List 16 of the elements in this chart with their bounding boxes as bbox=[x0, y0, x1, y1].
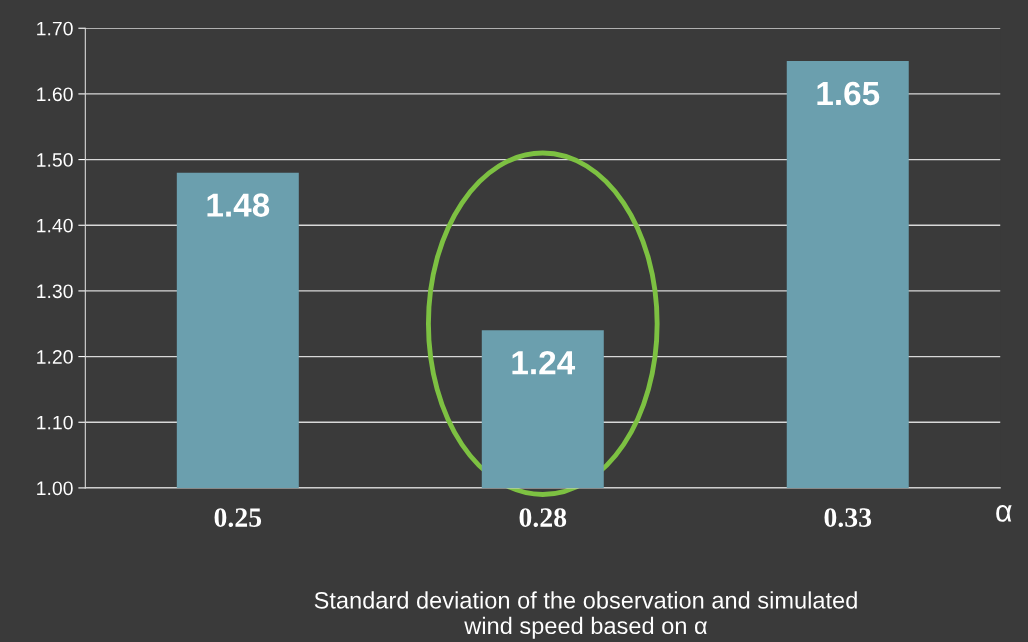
text: Standard deviation of the observation and simulated wind speed based on α bbox=[314, 591, 857, 639]
y-tick-label: 1.30 bbox=[37, 284, 73, 299]
y-tick-label: 1.60 bbox=[37, 87, 73, 102]
y-tick-label: 1.10 bbox=[37, 415, 73, 430]
data-label: 1.65 bbox=[817, 81, 880, 106]
data-label: 1.48 bbox=[207, 193, 270, 217]
x-tick-label: 0.33 bbox=[824, 508, 872, 528]
y-tick-label: 1.20 bbox=[37, 350, 73, 364]
y-tick-label: 1.70 bbox=[37, 21, 73, 36]
y-tick-label: 1.00 bbox=[37, 481, 73, 496]
x-tick-label: 0.25 bbox=[214, 508, 262, 528]
x-tick-label: 0.28 bbox=[519, 508, 567, 528]
y-tick-label: 1.50 bbox=[37, 153, 73, 167]
y-tick-label: 1.40 bbox=[37, 218, 73, 233]
data-label: 1.24 bbox=[512, 350, 576, 375]
x-axis-title: α bbox=[996, 505, 1012, 522]
